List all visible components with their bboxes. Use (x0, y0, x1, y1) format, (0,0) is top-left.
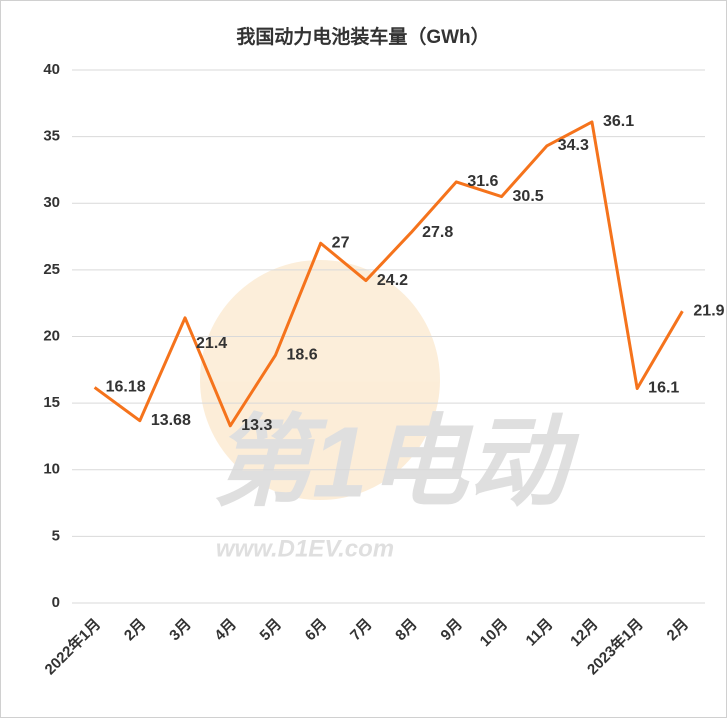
data-label: 21.9 (693, 302, 724, 319)
watermark-text: 第1电动 (212, 406, 580, 518)
data-label: 24.2 (377, 272, 408, 289)
data-label: 36.1 (603, 113, 634, 130)
y-tick-label: 20 (43, 327, 60, 344)
watermark-logo (200, 260, 440, 500)
y-tick-label: 5 (52, 527, 60, 544)
y-tick-label: 35 (43, 128, 60, 145)
y-tick-label: 10 (43, 461, 60, 478)
y-tick-label: 25 (43, 261, 60, 278)
data-label: 16.1 (648, 380, 679, 397)
line-series (93, 120, 684, 428)
data-label: 34.3 (558, 137, 589, 154)
data-label: 30.5 (513, 188, 544, 205)
data-label: 18.6 (286, 346, 317, 363)
data-label: 13.68 (151, 412, 191, 429)
data-label: 27.8 (422, 224, 453, 241)
data-label: 16.18 (106, 379, 146, 396)
chart-title: 我国动力电池装车量（GWh） (236, 25, 489, 48)
data-label: 13.3 (241, 417, 272, 434)
y-tick-label: 40 (43, 61, 60, 78)
data-label: 27 (332, 234, 350, 251)
y-tick-label: 15 (43, 394, 60, 411)
y-tick-label: 30 (43, 194, 60, 211)
y-tick-label: 0 (52, 594, 60, 611)
data-label: 21.4 (196, 335, 227, 352)
watermark: 第1电动 www.D1EV.com (200, 260, 580, 562)
watermark-url: www.D1EV.com (216, 535, 394, 562)
data-label: 31.6 (467, 173, 498, 190)
